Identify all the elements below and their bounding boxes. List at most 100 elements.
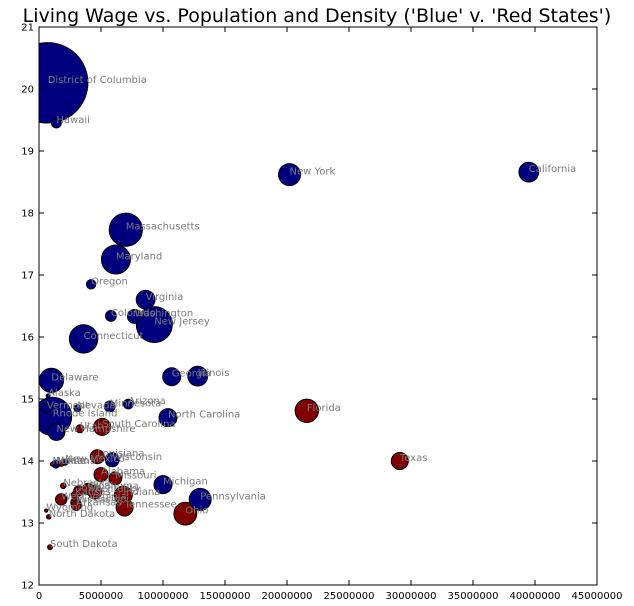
label-kansas: Kansas bbox=[75, 487, 110, 498]
point-new-hampshire bbox=[47, 422, 66, 441]
y-tick-label: 18 bbox=[21, 209, 34, 220]
point-south-dakota bbox=[47, 544, 53, 551]
point-oregon bbox=[85, 279, 97, 290]
point-alabama bbox=[93, 467, 109, 483]
point-michigan bbox=[153, 475, 173, 495]
label-oregon: Oregon bbox=[91, 276, 128, 287]
point-minnesota bbox=[103, 400, 116, 413]
label-idaho: Idaho bbox=[61, 456, 89, 467]
label-west-virginia: West Virginia bbox=[61, 491, 126, 502]
x-tick-label: 5000000 bbox=[79, 591, 124, 602]
label-louisiana: Louisiana bbox=[97, 449, 144, 460]
label-district-of-columbia: District of Columbia bbox=[48, 75, 147, 86]
point-pennsylvania bbox=[188, 487, 212, 511]
x-tick-label: 35000000 bbox=[448, 591, 499, 602]
label-florida: Florida bbox=[307, 403, 341, 414]
label-new-jersey: New Jersey bbox=[154, 317, 210, 328]
point-utah bbox=[75, 424, 85, 434]
point-massachusetts bbox=[108, 212, 143, 247]
point-nebraska bbox=[60, 482, 67, 490]
label-pennsylvania: Pennsylvania bbox=[200, 491, 266, 502]
point-new-jersey bbox=[135, 306, 173, 344]
label-massachusetts: Massachusetts bbox=[126, 222, 200, 233]
point-tennessee bbox=[115, 498, 134, 517]
label-hawaii: Hawaii bbox=[56, 115, 90, 126]
label-kentucky: Kentucky bbox=[95, 484, 141, 495]
y-tick-label: 17 bbox=[21, 271, 34, 282]
y-tick-label: 15 bbox=[21, 395, 34, 406]
label-washington: Washington bbox=[135, 309, 194, 320]
y-tick-label: 14 bbox=[21, 457, 34, 468]
point-wyoming bbox=[44, 508, 49, 513]
label-arkansas: Arkansas bbox=[76, 498, 122, 509]
label-minnesota: Minnesota bbox=[110, 398, 162, 409]
label-vermont: Vermont bbox=[47, 400, 89, 411]
y-tick-label: 21 bbox=[21, 23, 34, 34]
label-illinois: Illinois bbox=[198, 368, 230, 379]
points-layer bbox=[39, 42, 540, 551]
label-alabama: Alabama bbox=[101, 467, 145, 478]
label-new-mexico: New Mexico bbox=[65, 454, 125, 465]
point-kansas bbox=[70, 490, 80, 500]
point-maryland bbox=[100, 244, 131, 275]
point-connecticut bbox=[68, 324, 99, 354]
y-tick-label: 13 bbox=[21, 519, 34, 530]
label-utah: Utah bbox=[80, 421, 104, 432]
point-colorado bbox=[105, 310, 117, 322]
label-maine: Maine bbox=[56, 456, 86, 467]
point-district-of-columbia bbox=[39, 42, 89, 124]
plot-frame bbox=[38, 26, 598, 586]
point-texas bbox=[390, 452, 409, 470]
axis-ticks: 0 5000000 10000000 15000000 20000000 25000000… bbox=[21, 23, 622, 603]
x-tick-label: 15000000 bbox=[200, 591, 251, 602]
label-virginia: Virginia bbox=[146, 292, 184, 303]
point-arizona bbox=[122, 398, 134, 410]
label-ohio: Ohio bbox=[185, 506, 208, 517]
x-tick-label: 0 bbox=[36, 591, 42, 602]
y-tick-label: 12 bbox=[21, 581, 34, 592]
y-tick-label: 20 bbox=[21, 85, 34, 96]
label-colorado: Colorado bbox=[111, 308, 156, 319]
x-tick-label: 45000000 bbox=[572, 591, 623, 602]
point-hawaii bbox=[51, 117, 62, 129]
point-north-dakota bbox=[46, 514, 52, 520]
labels-layer: District of Columbia Hawaii New York Califo… bbox=[46, 75, 576, 550]
x-tick-label: 20000000 bbox=[262, 591, 313, 602]
label-south-carolina: South Carolina bbox=[102, 419, 175, 430]
point-south-carolina bbox=[93, 417, 112, 436]
point-georgia bbox=[162, 367, 182, 387]
point-ohio bbox=[173, 501, 198, 526]
point-alaska bbox=[45, 393, 51, 399]
label-south-dakota: South Dakota bbox=[50, 539, 118, 550]
point-california bbox=[518, 161, 540, 183]
point-montana bbox=[49, 461, 55, 467]
x-tick-label: 25000000 bbox=[324, 591, 375, 602]
label-arizona: Arizona bbox=[128, 396, 166, 407]
point-north-carolina bbox=[158, 408, 178, 428]
point-washington bbox=[127, 309, 142, 324]
label-connecticut: Connecticut bbox=[84, 331, 144, 342]
label-mississippi: Mississippi bbox=[76, 495, 129, 506]
x-tick-label: 10000000 bbox=[138, 591, 189, 602]
point-idaho bbox=[58, 460, 65, 467]
label-wisconsin: Wisconsin bbox=[112, 452, 162, 463]
label-north-dakota: North Dakota bbox=[49, 509, 116, 520]
point-missouri bbox=[108, 471, 123, 486]
point-virginia bbox=[135, 289, 156, 310]
label-alaska: Alaska bbox=[48, 388, 81, 399]
label-tennessee: Tennessee bbox=[124, 500, 177, 511]
label-iowa: Iowa bbox=[79, 483, 102, 494]
label-nevada: Nevada bbox=[77, 400, 115, 411]
label-montana: Montana bbox=[52, 456, 96, 467]
label-michigan: Michigan bbox=[163, 477, 208, 488]
point-arkansas bbox=[70, 500, 82, 512]
point-new-york bbox=[278, 163, 301, 187]
label-new-york: New York bbox=[290, 167, 336, 178]
label-rhode-island: Rhode Island bbox=[53, 408, 118, 419]
point-louisiana bbox=[89, 449, 105, 465]
label-north-carolina: North Carolina bbox=[168, 410, 240, 421]
label-maryland: Maryland bbox=[116, 252, 162, 263]
chart-title: Living Wage vs. Population and Density (… bbox=[23, 5, 612, 27]
y-tick-label: 16 bbox=[21, 333, 34, 344]
